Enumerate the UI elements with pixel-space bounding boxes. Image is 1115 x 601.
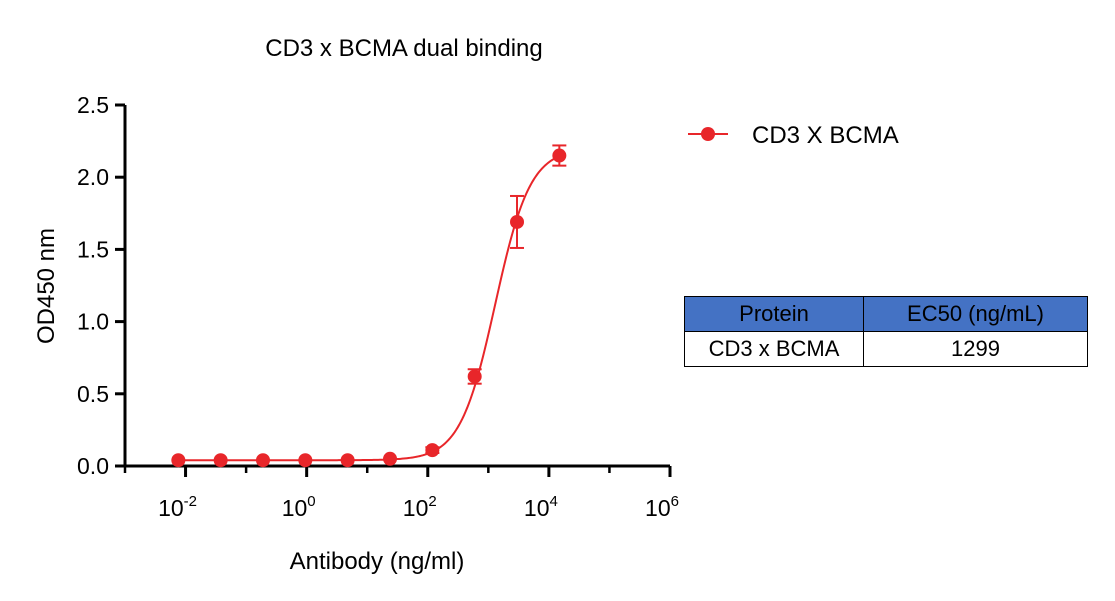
data-point	[171, 453, 186, 468]
data-point	[467, 369, 482, 384]
y-tick-label: 0.0	[77, 453, 109, 479]
table-row: CD3 x BCMA 1299	[684, 331, 1088, 367]
y-tick-label: 1.0	[77, 309, 109, 335]
legend-marker	[701, 127, 715, 141]
data-point	[510, 214, 525, 229]
plot-area	[171, 144, 567, 468]
ec50-table: Protein EC50 (ng/mL) CD3 x BCMA 1299	[684, 296, 1088, 367]
fit-curve	[178, 155, 560, 462]
table-cell-protein: CD3 x BCMA	[684, 331, 864, 367]
x-tick-label: 106	[645, 493, 679, 521]
legend: CD3 X BCMA	[688, 122, 899, 149]
data-point	[298, 453, 313, 468]
data-point	[340, 453, 355, 468]
y-tick-label: 2.5	[77, 92, 109, 118]
y-axis-label: OD450 nm	[33, 228, 60, 344]
table-header-row: Protein EC50 (ng/mL)	[684, 296, 1088, 332]
x-tick-label: 10-2	[158, 493, 197, 521]
table-cell-ec50: 1299	[863, 331, 1088, 367]
table-header-protein: Protein	[684, 296, 864, 332]
table-header-ec50: EC50 (ng/mL)	[863, 296, 1088, 332]
data-point	[255, 453, 270, 468]
y-tick-label: 1.5	[77, 236, 109, 262]
chart-title: CD3 x BCMA dual binding	[265, 35, 542, 62]
legend-label: CD3 X BCMA	[752, 122, 899, 149]
y-tick-label: 2.0	[77, 164, 109, 190]
data-point	[383, 451, 398, 466]
y-tick-label: 0.5	[77, 381, 109, 407]
x-tick-label: 102	[403, 493, 437, 521]
axes: 0.0 0.5 1.0 1.5 2.0 2.5 10-2 100 102 104 106	[77, 92, 679, 521]
x-tick-label: 104	[524, 493, 558, 521]
data-point	[425, 443, 440, 458]
data-point	[213, 453, 228, 468]
x-tick-label: 100	[282, 493, 316, 521]
x-axis-label: Antibody (ng/ml)	[290, 548, 465, 575]
data-point	[552, 148, 567, 163]
